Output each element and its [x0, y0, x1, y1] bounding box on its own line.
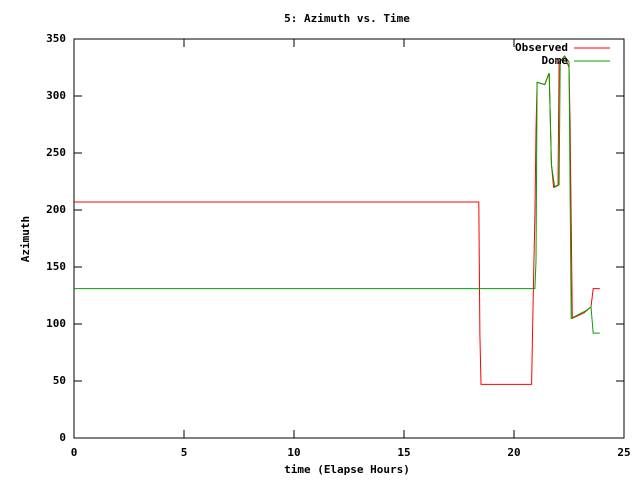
x-tick-label: 10: [287, 446, 300, 459]
y-axis-label: Azimuth: [19, 216, 32, 262]
y-tick-label: 300: [46, 89, 66, 102]
x-tick-label: 15: [397, 446, 410, 459]
y-tick-label: 150: [46, 260, 66, 273]
y-tick-label: 250: [46, 146, 66, 159]
legend-label: Dome: [542, 54, 569, 67]
y-tick-label: 100: [46, 317, 66, 330]
chart-title: 5: Azimuth vs. Time: [284, 12, 410, 25]
x-tick-label: 5: [181, 446, 188, 459]
x-axis-label: time (Elapse Hours): [284, 463, 410, 476]
y-tick-label: 0: [59, 431, 66, 444]
y-tick-label: 200: [46, 203, 66, 216]
series-line: [74, 55, 600, 334]
x-tick-label: 25: [617, 446, 630, 459]
plot-border: [73, 38, 625, 439]
series-line: [74, 55, 600, 385]
x-tick-label: 20: [507, 446, 520, 459]
y-tick-label: 50: [53, 374, 66, 387]
x-tick-label: 0: [71, 446, 78, 459]
y-tick-label: 350: [46, 32, 66, 45]
legend-label: Observed: [515, 41, 568, 54]
